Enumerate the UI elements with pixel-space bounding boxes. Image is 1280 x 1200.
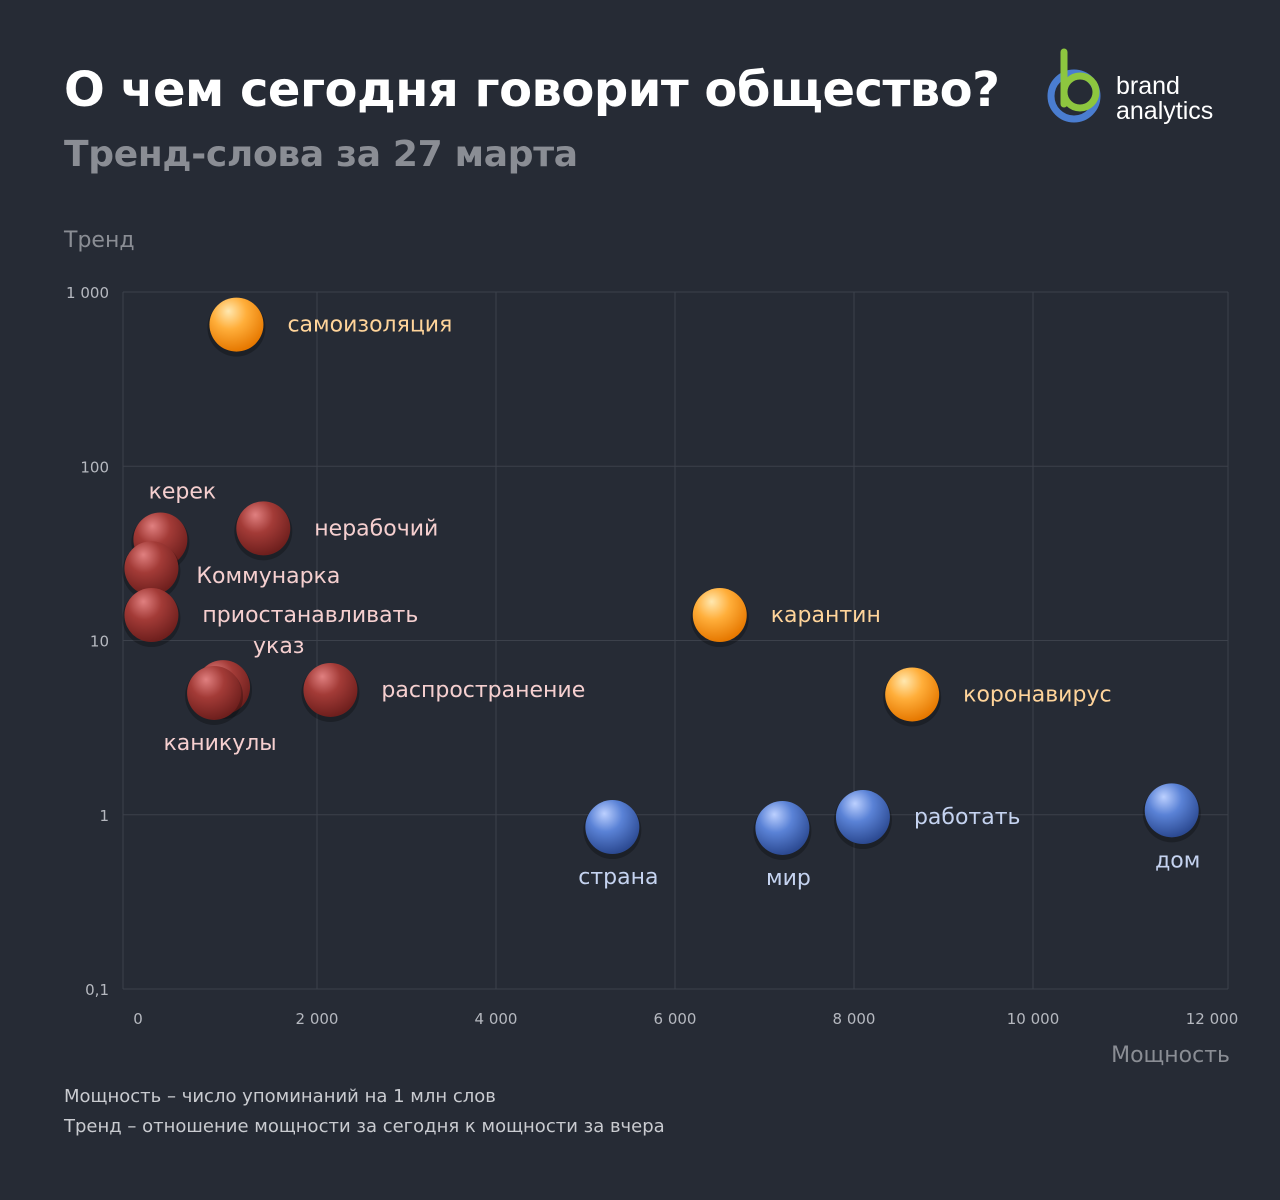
y-tick-label: 10 <box>90 633 109 651</box>
data-point <box>835 790 890 845</box>
x-axis-title: Мощность <box>1111 1043 1230 1068</box>
point-label: работать <box>914 805 1021 830</box>
point-label: нерабочий <box>314 516 438 541</box>
y-tick-label: 1 000 <box>66 284 109 302</box>
y-axis-title: Тренд <box>64 228 135 253</box>
x-tick-label: 10 000 <box>1007 1010 1060 1028</box>
brand-analytics-logo-icon <box>1047 48 1101 123</box>
point-label: коронавирус <box>963 682 1111 707</box>
y-tick-label: 1 <box>99 807 109 825</box>
y-tick-label: 100 <box>80 458 109 476</box>
x-tick-label: 6 000 <box>654 1010 697 1028</box>
point-label: приостанавливать <box>202 603 418 628</box>
point-label: мир <box>766 866 811 891</box>
x-tick-label: 12 000 <box>1186 1010 1239 1028</box>
point-label: Коммунарка <box>196 564 340 589</box>
point-label: каникулы <box>163 731 276 756</box>
data-point <box>1144 783 1199 838</box>
page-subtitle: Тренд-слова за 27 марта <box>64 134 578 175</box>
data-point <box>692 588 747 643</box>
x-tick-label: 8 000 <box>833 1010 876 1028</box>
logo-text-line1: brand <box>1116 72 1180 100</box>
point-label: указ <box>253 634 305 659</box>
data-point <box>187 665 242 720</box>
data-point <box>124 541 179 596</box>
data-point <box>236 501 291 556</box>
page-title: О чем сегодня говорит общество? <box>64 62 1000 118</box>
x-tick-label: 0 <box>133 1010 143 1028</box>
data-point <box>585 800 640 855</box>
data-point <box>755 800 810 855</box>
logo-text-line2: analytics <box>1116 97 1214 125</box>
data-point <box>124 588 179 643</box>
data-point <box>885 667 940 722</box>
point-label: дом <box>1155 848 1200 873</box>
note-power-definition: Мощность – число упоминаний на 1 млн сло… <box>64 1086 496 1107</box>
note-trend-definition: Тренд – отношение мощности за сегодня к … <box>64 1116 665 1137</box>
point-label: страна <box>578 865 658 890</box>
point-label: карантин <box>771 603 881 628</box>
data-point <box>303 662 358 717</box>
point-label: керек <box>149 479 217 504</box>
point-label: самоизоляция <box>287 313 452 338</box>
point-label: распространение <box>381 678 585 703</box>
data-point <box>209 297 264 352</box>
brand-logo: brand analytics <box>1046 48 1236 130</box>
x-tick-label: 4 000 <box>475 1010 518 1028</box>
y-tick-label: 0,1 <box>85 981 109 999</box>
x-tick-label: 2 000 <box>296 1010 339 1028</box>
